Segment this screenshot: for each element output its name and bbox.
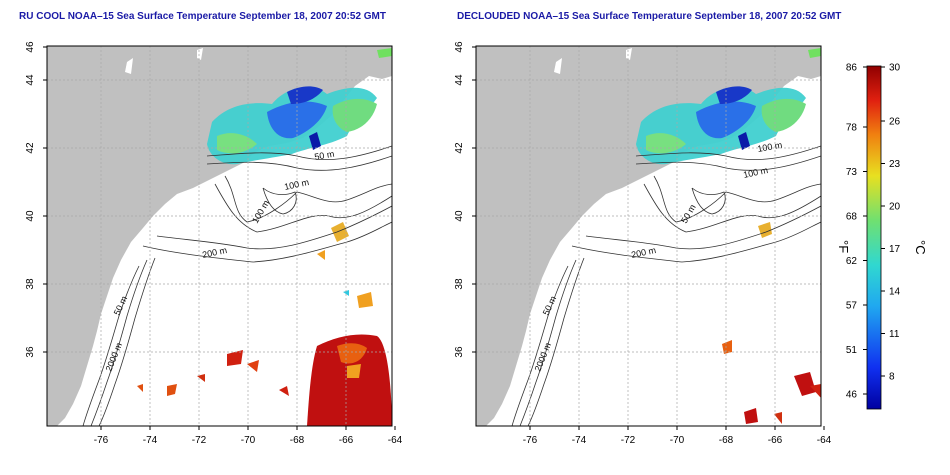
colorbar-fahrenheit-label: °F: [836, 240, 851, 253]
left-axes: -76 -74 -72 -70 -68 -66 -64 36 38 40 42 44 46: [25, 41, 403, 446]
right-axes: -76 -74 -72 -70 -68 -66 -64 36 38 40 42 44 46: [454, 41, 832, 446]
colorbar-c-tick-label: 11: [889, 329, 900, 340]
x-tick-label: -66: [768, 435, 783, 446]
x-tick-label: -68: [290, 435, 305, 446]
colorbar-f-tick-label: 46: [846, 390, 858, 401]
x-tick-label: -74: [143, 435, 158, 446]
colorbar-c-tick-label: 8: [889, 372, 895, 383]
y-tick-label: 46: [25, 41, 36, 53]
colorbar-f-tick-label: 57: [846, 301, 858, 312]
x-tick-label: -68: [719, 435, 734, 446]
y-tick-label: 38: [454, 278, 465, 290]
y-tick-label: 42: [25, 142, 36, 154]
colorbar-c-tick-label: 17: [889, 244, 901, 255]
colorbar-c-tick-label: 14: [889, 287, 901, 298]
x-tick-label: -70: [670, 435, 685, 446]
colorbar-f-tick-label: 86: [846, 63, 858, 74]
y-tick-label: 40: [25, 210, 36, 222]
colorbar-f-tick-label: 78: [846, 123, 858, 134]
x-tick-label: -76: [94, 435, 109, 446]
colorbar-f-tick-label: 62: [846, 256, 858, 267]
colorbar-c-tick-label: 23: [889, 159, 901, 170]
right-map-frame: [475, 45, 822, 427]
colorbar-celsius-label: °C: [913, 240, 928, 255]
left-map-frame: [46, 45, 393, 427]
left-map: 50 m 100 m 100 m 200 m 50 m 2000 m -76 -7…: [25, 41, 403, 446]
right-panel-title: DECLOUDED NOAA–15 Sea Surface Temperatur…: [457, 11, 842, 22]
right-map: 100 m 100 m 50 m 200 m 50 m 2000 m -76 -7…: [454, 41, 832, 446]
y-tick-label: 36: [454, 346, 465, 358]
y-tick-label: 44: [25, 74, 36, 86]
right-contour-label: 100 m: [757, 140, 783, 154]
y-tick-label: 38: [25, 278, 36, 290]
left-panel-title: RU COOL NOAA–15 Sea Surface Temperature …: [19, 11, 386, 22]
y-tick-label: 36: [25, 346, 36, 358]
x-tick-label: -64: [388, 435, 403, 446]
colorbar-c-tick-label: 26: [889, 117, 901, 128]
y-tick-label: 42: [454, 142, 465, 154]
x-tick-label: -76: [523, 435, 538, 446]
x-tick-label: -64: [817, 435, 832, 446]
x-tick-label: -72: [621, 435, 636, 446]
colorbar-f-tick-label: 68: [846, 212, 858, 223]
y-tick-label: 44: [454, 74, 465, 86]
y-tick-label: 40: [454, 210, 465, 222]
left-contour-label: 50 m: [314, 149, 335, 162]
colorbar-f-tick-label: 73: [846, 167, 858, 178]
colorbar-f-tick-label: 51: [846, 345, 858, 356]
right-sst-warm-pixels: [722, 48, 821, 424]
x-tick-label: -66: [339, 435, 354, 446]
left-sst-warm-pixels: [137, 48, 392, 426]
x-tick-label: -74: [572, 435, 587, 446]
colorbar-c-tick-label: 30: [889, 63, 901, 74]
x-tick-label: -70: [241, 435, 256, 446]
colorbar: 86 78 73 68 62 57 51 46 30 26 23 20 17 14 11 8 °F °C: [836, 63, 928, 410]
colorbar-c-tick-label: 20: [889, 202, 901, 213]
x-tick-label: -72: [192, 435, 207, 446]
colorbar-ticks: 86 78 73 68 62 57 51 46 30 26 23 20 17 14 11 8: [846, 63, 901, 401]
y-tick-label: 46: [454, 41, 465, 53]
colorbar-gradient: [866, 65, 882, 410]
